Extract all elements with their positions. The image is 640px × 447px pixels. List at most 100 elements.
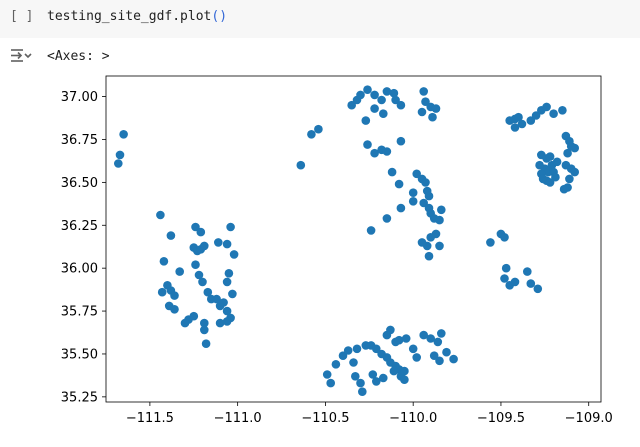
data-point-78 [382,214,392,223]
data-point-102 [523,267,532,276]
points-layer [114,85,579,397]
data-point-59 [361,116,371,125]
data-point-177 [429,351,439,361]
data-point-77 [396,203,406,213]
data-point-3 [156,210,165,220]
code-cell[interactable]: [ ] testing_site_gdf.plot() [0,0,640,38]
data-point-64 [396,136,406,146]
output-collapse-icon[interactable] [10,47,32,65]
data-point-53 [382,87,392,96]
data-point-80 [421,178,430,187]
data-point-180 [449,354,458,364]
y-tick-label: 37.00 [61,90,98,105]
data-point-36 [228,289,237,299]
data-point-101 [510,277,520,287]
data-point-172 [412,353,422,362]
data-point-73 [408,188,418,197]
data-point-42 [200,325,209,335]
data-point-146 [349,358,358,367]
data-point-18 [200,241,209,251]
data-point-94 [435,241,444,251]
y-tick-label: 36.00 [61,262,98,277]
x-tick-label: −110.0 [389,411,437,426]
data-point-31 [222,239,232,249]
data-point-70 [428,112,437,122]
data-point-120 [563,148,572,158]
data-point-20 [194,270,204,280]
data-point-97 [500,233,509,242]
data-point-21 [198,277,207,287]
data-point-170 [401,334,411,343]
data-point-107 [514,112,523,122]
data-point-159 [389,366,399,376]
data-point-173 [419,330,429,340]
data-point-164 [400,366,409,376]
data-point-150 [352,344,362,354]
data-point-68 [417,107,427,117]
data-point-1 [115,150,125,160]
data-point-147 [351,372,360,381]
data-point-145 [343,346,353,355]
data-point-165 [400,375,409,385]
data-point-74 [412,169,422,179]
data-point-9 [170,291,179,300]
data-point-56 [396,100,406,110]
data-point-32 [226,222,235,232]
data-point-22 [203,287,213,297]
data-point-35 [222,277,232,287]
data-point-104 [533,284,543,294]
data-point-178 [435,356,444,366]
data-point-19 [191,260,200,269]
data-point-13 [191,222,200,232]
data-point-168 [386,325,395,335]
data-point-29 [222,317,232,326]
data-point-58 [379,109,388,118]
data-point-132 [551,172,560,182]
data-point-54 [389,88,399,98]
data-point-2 [114,159,123,168]
data-point-179 [442,347,451,357]
data-point-88 [437,205,446,215]
x-tick-label: −110.5 [301,411,349,426]
data-point-26 [219,298,228,307]
data-point-109 [510,123,520,132]
data-point-148 [356,378,365,388]
data-point-108 [517,119,527,129]
data-point-138 [565,174,574,184]
data-point-141 [322,370,332,379]
data-point-171 [408,344,418,354]
data-point-142 [326,378,336,388]
data-point-46 [314,124,323,134]
data-point-110 [526,116,536,125]
data-point-149 [358,387,367,397]
data-point-45 [307,130,316,139]
code-line[interactable]: testing_site_gdf.plot() [47,9,227,24]
data-point-52 [377,95,386,105]
data-point-98 [501,263,511,273]
data-point-14 [196,227,206,237]
data-point-33 [229,250,239,259]
data-point-162 [379,373,388,383]
data-point-103 [526,279,536,288]
data-point-99 [500,274,509,283]
x-tick-label: −111.0 [214,411,262,426]
data-point-134 [552,157,562,167]
data-point-144 [338,351,348,361]
data-point-111 [531,111,541,120]
data-point-169 [394,335,404,345]
data-point-12 [175,267,184,276]
data-point-65 [419,87,429,96]
run-indicator[interactable]: [ ] [10,9,34,24]
data-point-27 [222,306,232,316]
data-point-4 [166,231,176,240]
x-tick-label: −111.5 [126,411,174,426]
y-ticks: 35.25 35.50 35.75 36.00 36.25 36.50 36.75 37.00 [61,90,106,405]
y-tick-label: 35.75 [61,305,98,320]
data-point-176 [437,329,446,338]
data-point-61 [370,148,379,158]
data-point-83 [419,198,429,208]
y-tick-label: 36.50 [61,176,98,191]
data-point-66 [421,97,430,106]
data-point-131 [545,178,555,187]
axes-frame [105,75,602,403]
